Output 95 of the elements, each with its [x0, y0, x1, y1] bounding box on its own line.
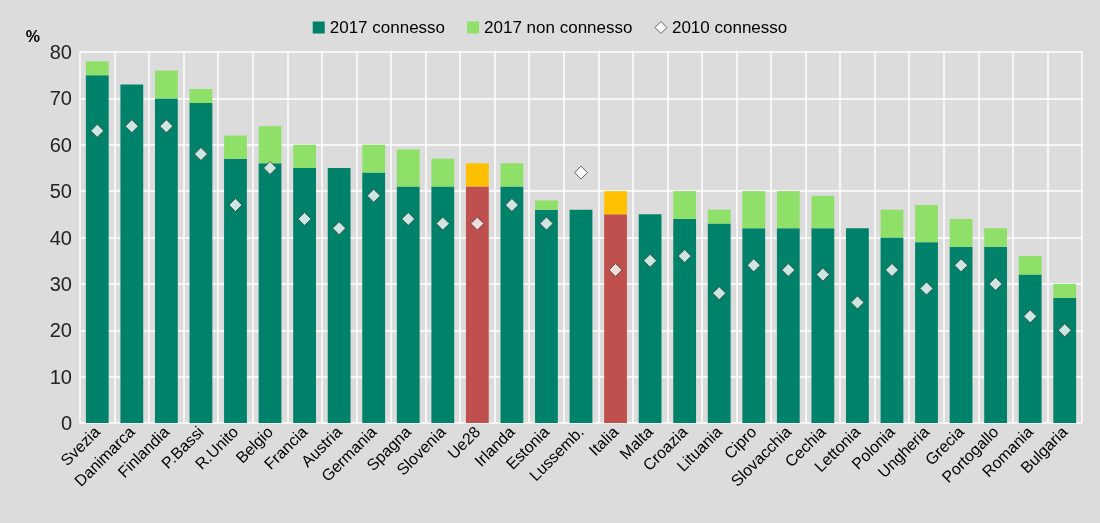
y-tick-label: 40: [49, 226, 72, 249]
point: [159, 119, 174, 134]
bar: [742, 228, 766, 423]
bar: [569, 209, 593, 423]
point: [539, 216, 554, 231]
y-tick-label: 80: [49, 41, 72, 63]
point: [815, 267, 830, 282]
bar: [535, 200, 558, 210]
bar: [465, 186, 489, 423]
bar: [535, 209, 558, 423]
legend-label: 2010 connesso: [671, 18, 788, 37]
bar: [258, 126, 282, 164]
bar: [396, 149, 420, 187]
bar: [431, 186, 455, 423]
point: [919, 281, 934, 296]
point: [1023, 309, 1038, 324]
y-tick-label: 50: [49, 180, 72, 203]
y-tick-label: 10: [49, 365, 72, 388]
point: [228, 198, 243, 213]
point: [435, 216, 450, 231]
point: [988, 276, 1003, 291]
bar: [85, 75, 109, 423]
bar: [604, 191, 627, 215]
legend-label: 2017 non connesso: [484, 18, 633, 37]
bar: [880, 209, 904, 238]
bar: [984, 246, 1008, 423]
y-tick-label: 30: [49, 272, 72, 295]
point: [746, 258, 761, 273]
point: [677, 249, 692, 264]
point: [712, 286, 727, 301]
bar: [465, 163, 489, 187]
y-axis-title: %: [25, 27, 40, 45]
bar: [327, 167, 351, 423]
bar: [224, 158, 247, 423]
bar: [362, 144, 386, 173]
bar: [673, 218, 697, 423]
bar: [258, 163, 282, 423]
y-tick-label: 0: [60, 412, 72, 434]
bar: [500, 163, 524, 187]
bar: [1018, 274, 1042, 423]
bar: [742, 191, 766, 229]
point: [643, 253, 658, 268]
point: [781, 262, 796, 277]
bar: [915, 242, 938, 423]
point: [954, 258, 969, 273]
point: [1057, 323, 1072, 338]
legend-label: 2017 connesso: [329, 18, 446, 37]
bar: [949, 218, 973, 247]
point: [193, 147, 208, 162]
point: [90, 123, 105, 138]
point: [366, 188, 381, 203]
bar: [880, 237, 904, 423]
bar: [984, 228, 1008, 247]
bar: [949, 246, 973, 423]
bar: [811, 228, 835, 423]
bar: [154, 70, 178, 99]
point: [401, 211, 416, 226]
bar: [776, 228, 800, 423]
bar: [1018, 256, 1042, 275]
point: [470, 216, 485, 231]
point: [124, 119, 139, 134]
y-tick-label: 70: [49, 87, 72, 110]
bar: [293, 167, 316, 423]
bar: [154, 98, 178, 423]
bar: [85, 61, 109, 76]
bar: [846, 228, 869, 423]
bar: [707, 223, 731, 423]
bar: [396, 186, 420, 423]
bar: [673, 191, 697, 219]
bar: [431, 158, 455, 187]
point: [504, 198, 519, 213]
bar: [1053, 283, 1077, 298]
point: [297, 211, 312, 226]
y-tick-label: 60: [49, 133, 72, 156]
bar: [500, 186, 524, 423]
point: [332, 221, 347, 236]
bar: [915, 205, 938, 243]
bar: [707, 209, 731, 224]
point: [263, 160, 278, 175]
y-tick-label: 20: [49, 319, 72, 342]
bar: [189, 103, 213, 423]
bar: [224, 135, 247, 159]
bar: [189, 89, 213, 104]
bar: [811, 195, 835, 229]
point: [574, 165, 588, 180]
bar: [293, 144, 316, 168]
bar: [120, 84, 144, 423]
bar: [1053, 297, 1077, 423]
point: [850, 295, 865, 310]
point: [884, 262, 899, 277]
bar: [776, 191, 800, 229]
bar: [604, 214, 627, 423]
bar: [638, 214, 662, 423]
point: [608, 262, 623, 277]
bar: [362, 172, 386, 423]
